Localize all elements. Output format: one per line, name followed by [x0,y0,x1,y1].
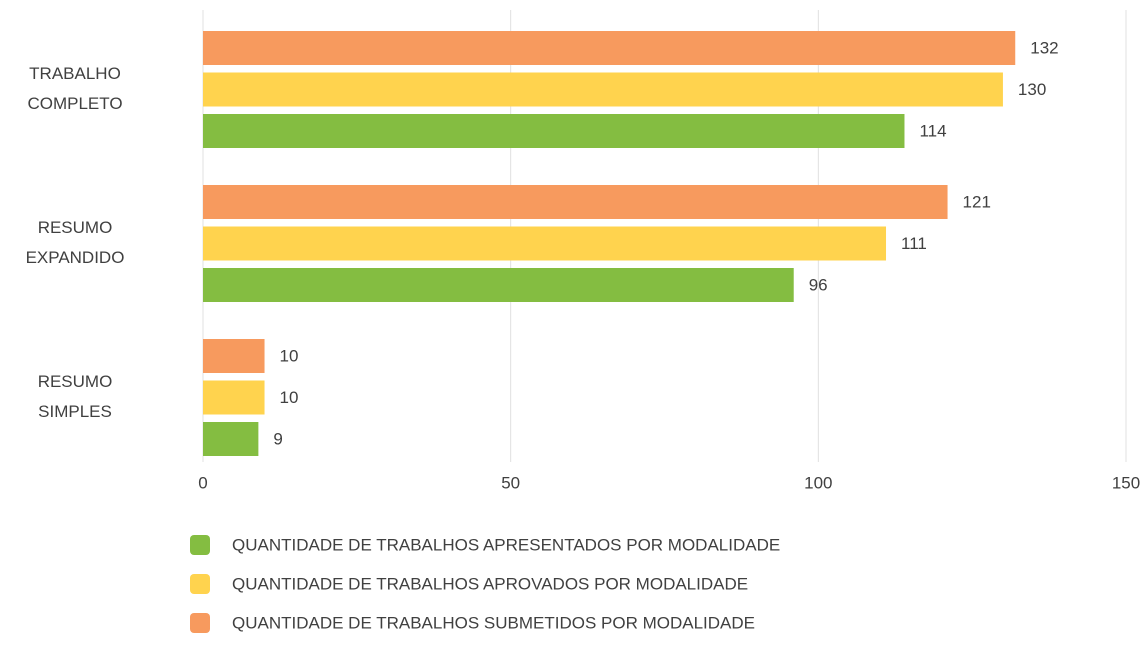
x-tick-label: 0 [198,473,207,492]
legend-label: QUANTIDADE DE TRABALHOS APROVADOS POR MO… [232,574,748,593]
value-label: 111 [901,234,927,253]
category-label: RESUMO SIMPLES [37,372,113,422]
value-label: 10 [280,388,299,407]
bar [203,226,887,261]
value-label: 130 [1018,80,1046,99]
category-label: TRABALHO COMPLETO [27,64,123,114]
value-label: 132 [1030,38,1058,57]
bar [203,72,1003,107]
value-label: 114 [919,121,946,140]
bar [203,422,259,456]
x-tick-label: 100 [804,473,832,492]
legend-swatch [190,574,210,594]
x-tick-label: 150 [1112,473,1140,492]
bar [203,185,948,219]
value-label: 9 [273,429,282,448]
value-label: 121 [963,192,991,211]
bar [203,268,794,302]
category-label: RESUMO EXPANDIDO [25,218,125,268]
x-tick-label: 50 [501,473,520,492]
value-label: 10 [280,346,299,365]
bar [203,339,265,373]
bar [203,380,265,415]
legend-swatch [190,613,210,633]
legend-label: QUANTIDADE DE TRABALHOS SUBMETIDOS POR M… [232,613,755,632]
bar [203,114,905,148]
bar [203,31,1016,65]
legend-swatch [190,535,210,555]
value-label: 96 [809,275,828,294]
legend-label: QUANTIDADE DE TRABALHOS APRESENTADOS POR… [232,535,780,554]
